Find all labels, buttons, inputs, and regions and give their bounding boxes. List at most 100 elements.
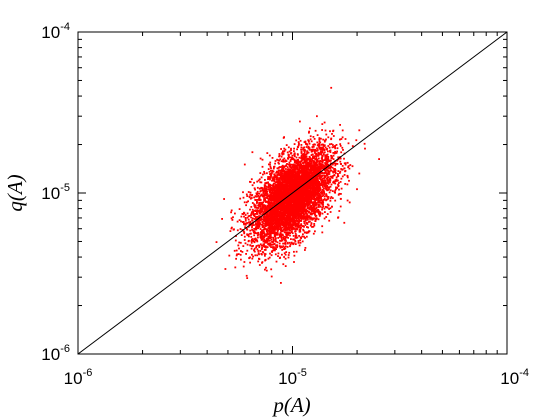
- scatter-point: [316, 197, 319, 200]
- scatter-point: [313, 207, 316, 210]
- scatter-point: [285, 240, 287, 242]
- scatter-point: [293, 170, 296, 173]
- scatter-point: [267, 227, 270, 229]
- scatter-point: [264, 241, 267, 243]
- scatter-point: [282, 159, 285, 162]
- scatter-point: [310, 140, 313, 143]
- scatter-point: [283, 252, 286, 255]
- scatter-point: [266, 172, 268, 175]
- scatter-point: [285, 195, 288, 198]
- scatter-point: [325, 199, 327, 202]
- scatter-point: [254, 254, 257, 257]
- scatter-point: [363, 142, 366, 145]
- scatter-point: [348, 179, 350, 182]
- scatter-point: [297, 204, 300, 206]
- scatter-point: [313, 223, 316, 225]
- scatter-point: [249, 180, 251, 183]
- scatter-point: [317, 203, 320, 206]
- scatter-point: [328, 219, 331, 222]
- scatter-point: [329, 181, 331, 184]
- scatter-point: [279, 180, 281, 183]
- scatter-point: [298, 143, 300, 146]
- scatter-point: [336, 150, 338, 153]
- scatter-point: [312, 162, 315, 164]
- scatter-point: [253, 230, 256, 233]
- scatter-point: [257, 209, 260, 212]
- scatter-point: [253, 213, 255, 216]
- scatter-point: [292, 210, 295, 212]
- scatter-point: [307, 204, 310, 207]
- scatter-point: [258, 178, 261, 181]
- scatter-point: [270, 167, 272, 170]
- scatter-point: [306, 143, 309, 146]
- scatter-point: [294, 239, 296, 242]
- scatter-point: [348, 201, 351, 204]
- scatter-point: [300, 220, 303, 222]
- scatter-point: [309, 127, 311, 130]
- scatter-point: [312, 165, 315, 168]
- scatter-point: [283, 214, 286, 217]
- scatter-point: [298, 200, 300, 203]
- scatter-point: [265, 229, 268, 232]
- scatter-point: [249, 229, 252, 232]
- scatter-point: [269, 187, 272, 190]
- scatter-point: [254, 218, 257, 220]
- scatter-point: [261, 231, 264, 234]
- scatter-point: [270, 268, 273, 271]
- scatter-point: [312, 144, 315, 146]
- scatter-point: [276, 241, 279, 244]
- scatter-point: [284, 160, 286, 163]
- scatter-point: [326, 184, 329, 187]
- scatter-point: [290, 147, 292, 150]
- scatter-point: [264, 254, 266, 257]
- scatter-point: [265, 234, 268, 236]
- scatter-point: [268, 227, 271, 230]
- scatter-point: [269, 235, 272, 238]
- scatter-point: [309, 138, 312, 141]
- scatter-point: [260, 223, 263, 226]
- scatter-point: [329, 162, 332, 165]
- scatter-point: [294, 230, 297, 232]
- scatter-point: [296, 170, 299, 173]
- scatter-point: [269, 242, 272, 245]
- scatter-point: [257, 207, 260, 209]
- scatter-point: [263, 238, 266, 241]
- scatter-point: [270, 175, 272, 177]
- scatter-point: [280, 245, 282, 248]
- scatter-point: [259, 208, 262, 210]
- scatter-point: [291, 232, 294, 235]
- scatter-point: [340, 138, 343, 140]
- scatter-point: [307, 151, 310, 154]
- scatter-point: [283, 235, 286, 238]
- scatter-point: [309, 185, 311, 188]
- scatter-point: [304, 192, 307, 195]
- scatter-point: [263, 172, 266, 175]
- scatter-point: [259, 233, 262, 236]
- scatter-point: [325, 206, 328, 208]
- scatter-point: [364, 147, 366, 150]
- scatter-point: [312, 148, 314, 151]
- scatter-point: [339, 160, 342, 163]
- scatter-point: [254, 223, 257, 226]
- scatter-point: [320, 160, 322, 163]
- scatter-point: [305, 161, 307, 164]
- scatter-point: [325, 138, 327, 141]
- scatter-point: [327, 182, 330, 185]
- scatter-point: [291, 218, 294, 221]
- scatter-point: [320, 179, 322, 181]
- scatter-point: [265, 216, 267, 219]
- scatter-point: [334, 164, 337, 167]
- scatter-point: [293, 143, 296, 145]
- scatter-point: [297, 241, 300, 244]
- scatter-point: [253, 240, 256, 243]
- scatter-point: [250, 241, 253, 244]
- scatter-point: [309, 192, 312, 194]
- scatter-point: [286, 186, 288, 189]
- scatter-point: [287, 228, 290, 231]
- scatter-point: [303, 148, 306, 151]
- scatter-point: [268, 183, 270, 185]
- scatter-point: [280, 282, 282, 284]
- scatter-point: [240, 250, 242, 252]
- scatter-point: [264, 259, 267, 261]
- scatter-point: [260, 201, 262, 204]
